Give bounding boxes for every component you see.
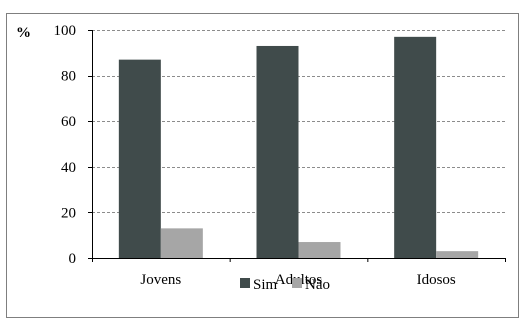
y-tick-label-0: 0 (69, 251, 77, 267)
x-tick-label-jovens: Jovens (140, 272, 181, 288)
legend: Sim Não (240, 277, 330, 293)
y-tick-label-20: 20 (61, 205, 76, 221)
legend-label-sim: Sim (253, 277, 278, 293)
bar-no-idosos (436, 251, 479, 258)
y-axis-unit-label: % (16, 25, 31, 41)
bar-no-jovens (160, 228, 203, 258)
x-tick-label-idosos: Idosos (417, 272, 456, 288)
y-tick-label-60: 60 (61, 114, 76, 130)
legend-label-nao: Não (305, 277, 330, 293)
y-tick-label-40: 40 (61, 160, 76, 176)
bars (118, 36, 506, 262)
bar-sim-idosos (394, 36, 437, 259)
bar-sim-jovens (118, 59, 161, 258)
legend-swatch-nao (292, 278, 302, 288)
bar-no-adultos (298, 242, 341, 258)
legend-swatch-sim (240, 278, 250, 288)
y-tick-labels: 0 20 40 60 80 100 (54, 23, 92, 267)
y-tick-label-80: 80 (61, 69, 76, 85)
y-tick-label-100: 100 (54, 23, 77, 39)
bar-sim-adultos (256, 45, 299, 259)
